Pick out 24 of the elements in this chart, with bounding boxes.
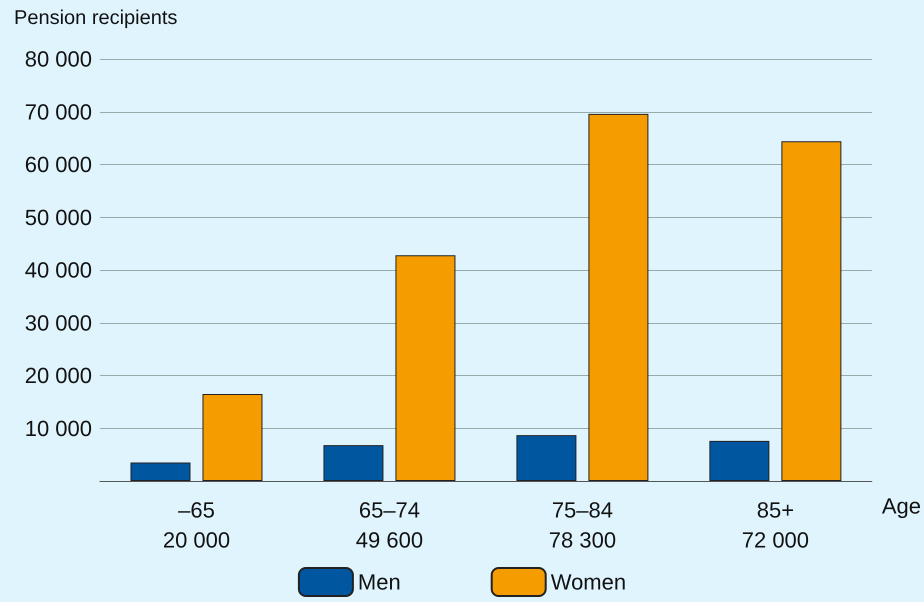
legend-label: Women bbox=[550, 570, 626, 594]
bar bbox=[323, 445, 384, 481]
y-tick-label: 50 000 bbox=[24, 204, 92, 230]
bar bbox=[395, 255, 456, 481]
bar bbox=[202, 394, 262, 481]
y-tick-label: 10 000 bbox=[24, 416, 92, 441]
legend-label: Men bbox=[358, 570, 401, 594]
bar bbox=[781, 141, 842, 481]
y-tick-label: 60 000 bbox=[24, 152, 92, 177]
y-tick-label: 80 000 bbox=[24, 46, 92, 72]
x-axis-title: Age bbox=[882, 494, 922, 518]
y-tick-label: 70 000 bbox=[24, 99, 92, 124]
bar bbox=[516, 435, 576, 481]
x-tick-label: 85+ 72 000 bbox=[742, 498, 810, 552]
x-tick-label: 75–84 78 300 bbox=[548, 498, 616, 552]
y-tick-label: 20 000 bbox=[24, 363, 92, 388]
y-tick-label: 30 000 bbox=[24, 310, 92, 336]
bar bbox=[709, 440, 770, 481]
y-axis-title: Pension recipients bbox=[14, 7, 178, 29]
x-tick-label: –65 20 000 bbox=[162, 498, 230, 552]
bar bbox=[588, 114, 648, 481]
bar bbox=[130, 462, 190, 481]
x-tick-label: 65–74 49 600 bbox=[356, 498, 424, 552]
y-tick-label: 40 000 bbox=[24, 258, 92, 282]
